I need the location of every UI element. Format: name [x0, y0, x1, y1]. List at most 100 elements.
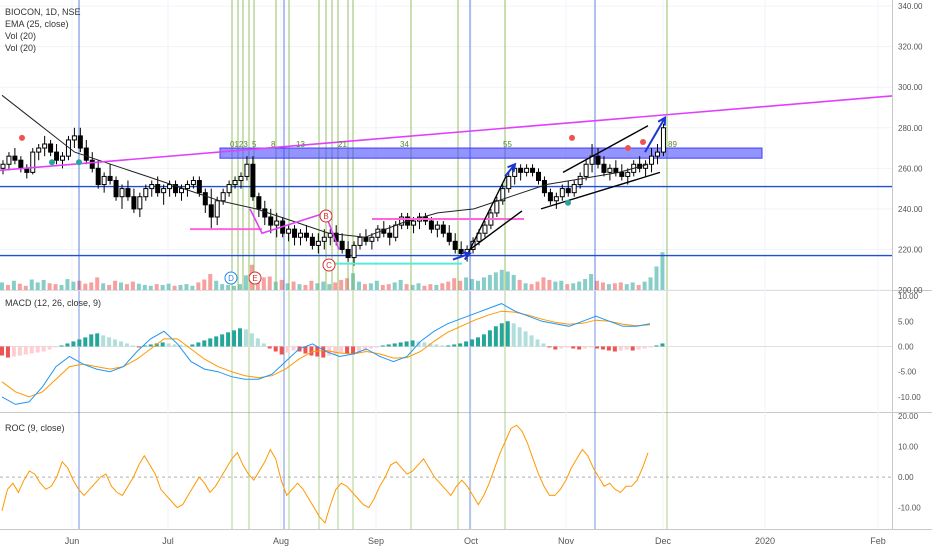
volume-bar — [35, 282, 40, 290]
volume-bar — [464, 277, 469, 290]
volume-bar — [470, 279, 475, 290]
macd-histogram-bar — [392, 343, 397, 347]
candle-body — [393, 224, 399, 238]
volume-bar — [178, 284, 183, 290]
volume-bar — [285, 283, 290, 290]
price-tick-label: 200.00 — [898, 286, 923, 295]
volume-bar — [83, 283, 88, 290]
macd-histogram-bar — [29, 346, 34, 354]
macd-histogram-bar — [71, 341, 76, 347]
candle-body — [339, 240, 345, 250]
candle-body — [83, 147, 89, 161]
channel-oct-upper — [464, 172, 509, 260]
arrow-oct-head — [507, 162, 517, 173]
macd-tick-label: -5.00 — [898, 368, 917, 377]
macd-histogram-bar — [142, 345, 147, 347]
candle-body — [18, 159, 24, 169]
volume-bar — [291, 281, 296, 290]
candle-body — [262, 208, 268, 218]
candle-body — [601, 163, 607, 173]
volume-bar — [148, 285, 153, 290]
volume-bar — [642, 281, 647, 290]
macd-title[interactable]: MACD (12, 26, close, 9) — [5, 298, 102, 308]
macd-histogram-bar — [589, 346, 594, 348]
macd-pane — [0, 303, 892, 405]
volume-bar — [71, 281, 76, 290]
macd-histogram-bar — [303, 346, 308, 354]
candle-body — [190, 179, 196, 186]
volume-bar — [47, 283, 52, 290]
macd-histogram-bar — [434, 344, 439, 347]
candle-body — [536, 171, 541, 181]
time-tick-label: 2020 — [755, 536, 775, 546]
candle-body — [286, 228, 292, 234]
volume-bar — [624, 284, 629, 290]
macd-histogram-bar — [618, 346, 623, 351]
volume-bar — [124, 284, 129, 290]
macd-histogram-bar — [5, 346, 10, 358]
candle-body — [446, 232, 452, 242]
roc-title[interactable]: ROC (9, close) — [5, 423, 65, 433]
volume-bar — [226, 284, 231, 290]
projection-arrow-head — [657, 115, 667, 126]
main-legend: BIOCON, 1D, NSE EMA (25, close) Vol (20)… — [5, 6, 81, 54]
candle-body — [71, 135, 77, 141]
volume-bar — [440, 283, 445, 290]
price-tick-label: 320.00 — [898, 43, 923, 52]
candle-body — [309, 236, 315, 246]
vol-legend-2[interactable]: Vol (20) — [5, 43, 37, 53]
macd-histogram-bar — [255, 338, 260, 347]
roc-tick-label: -10.00 — [898, 504, 921, 513]
volume-bar — [59, 284, 64, 290]
drawings-front: 0123 5 8 13 21 34 55 89 B C D E — [0, 95, 893, 285]
symbol-label[interactable]: BIOCON, 1D, NSE — [5, 7, 81, 17]
ema-legend[interactable]: EMA (25, close) — [5, 19, 69, 29]
volume-bar — [220, 284, 225, 290]
volume-bar — [11, 280, 16, 290]
macd-histogram-bar — [595, 346, 599, 349]
volume-bar — [446, 281, 451, 290]
volume-bar — [130, 281, 135, 290]
volume-bar — [505, 271, 510, 290]
candle-body — [315, 240, 321, 246]
candle-body — [649, 155, 655, 165]
volume-bar — [113, 280, 118, 290]
signal-dot — [49, 159, 55, 166]
macd-histogram-bar — [309, 346, 314, 356]
macd-histogram-bar — [226, 332, 231, 347]
candle-body — [6, 155, 12, 165]
macd-histogram-bar — [636, 346, 641, 350]
time-tick-label: Jul — [162, 536, 174, 546]
volume-bar — [267, 276, 272, 290]
time-tick-label: Sep — [368, 536, 384, 546]
macd-histogram-bar — [202, 340, 207, 347]
arrow-sep-head — [461, 251, 472, 261]
macd-histogram-bar — [612, 346, 617, 352]
macd-histogram-bar — [291, 346, 296, 351]
macd-histogram-bar — [660, 343, 665, 347]
candle-body — [625, 171, 631, 177]
volume-bar — [327, 284, 332, 290]
candle-body — [321, 236, 327, 242]
candle-body — [524, 167, 530, 173]
volume-bar — [648, 277, 653, 290]
macd-histogram-bar — [648, 346, 653, 348]
signal-dot — [76, 159, 82, 166]
vol-legend-1[interactable]: Vol (20) — [5, 31, 37, 41]
channel-oct-lower — [469, 210, 523, 251]
projection-arrow — [644, 117, 666, 153]
candle-body — [149, 184, 155, 190]
candle-body — [60, 155, 65, 161]
volume-bar — [303, 284, 308, 290]
macd-histogram-bar — [600, 346, 605, 350]
fib-time-label: 13 — [296, 140, 305, 149]
macd-histogram-bar — [398, 342, 403, 347]
volume-bar — [53, 284, 58, 290]
candle-body — [482, 224, 488, 234]
volume-bar — [232, 285, 237, 290]
signal-dot — [569, 134, 575, 141]
macd-histogram-bar — [464, 341, 469, 347]
macd-histogram-bar — [124, 343, 129, 347]
